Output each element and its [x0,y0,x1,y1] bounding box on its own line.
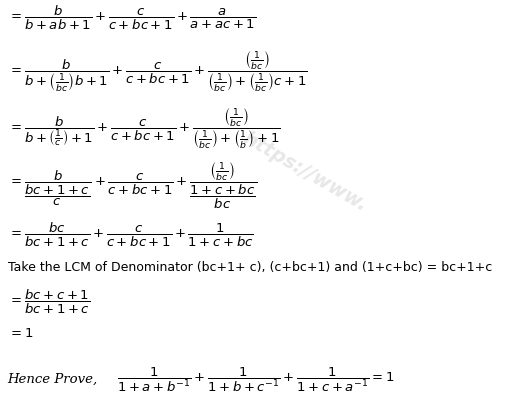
Text: Hence Prove,: Hence Prove, [8,373,98,386]
Text: $= \dfrac{b}{b+\left(\frac{1}{bc}\right)b+1} + \dfrac{c}{c+bc+1} + \dfrac{\left(: $= \dfrac{b}{b+\left(\frac{1}{bc}\right)… [8,49,307,94]
Text: $= \dfrac{bc+c+1}{bc+1+c}$: $= \dfrac{bc+c+1}{bc+1+c}$ [8,288,90,316]
Text: https://www.: https://www. [239,128,370,215]
Text: $\dfrac{1}{1+a+b^{-1}} + \dfrac{1}{1+b+c^{-1}} + \dfrac{1}{1+c+a^{-1}} = 1$: $\dfrac{1}{1+a+b^{-1}} + \dfrac{1}{1+b+c… [117,365,395,394]
Text: $= \dfrac{bc}{bc+1+c} + \dfrac{c}{c+bc+1} + \dfrac{1}{1+c+bc}$: $= \dfrac{bc}{bc+1+c} + \dfrac{c}{c+bc+1… [8,221,253,249]
Text: $= \dfrac{b}{b+ab+1} + \dfrac{c}{c+bc+1} + \dfrac{a}{a+ac+1}$: $= \dfrac{b}{b+ab+1} + \dfrac{c}{c+bc+1}… [8,4,256,32]
Text: $= 1$: $= 1$ [8,327,33,340]
Text: Take the LCM of Denominator (bc+1+ c), (c+bc+1) and (1+c+bc) = bc+1+c: Take the LCM of Denominator (bc+1+ c), (… [8,261,492,274]
Text: $= \dfrac{b}{\dfrac{bc+1+c}{c}} + \dfrac{c}{c+bc+1} + \dfrac{\left(\frac{1}{bc}\: $= \dfrac{b}{\dfrac{bc+1+c}{c}} + \dfrac… [8,161,257,211]
Text: $= \dfrac{b}{b+\left(\frac{1}{c}\right)+1} + \dfrac{c}{c+bc+1} + \dfrac{\left(\f: $= \dfrac{b}{b+\left(\frac{1}{c}\right)+… [8,107,280,151]
